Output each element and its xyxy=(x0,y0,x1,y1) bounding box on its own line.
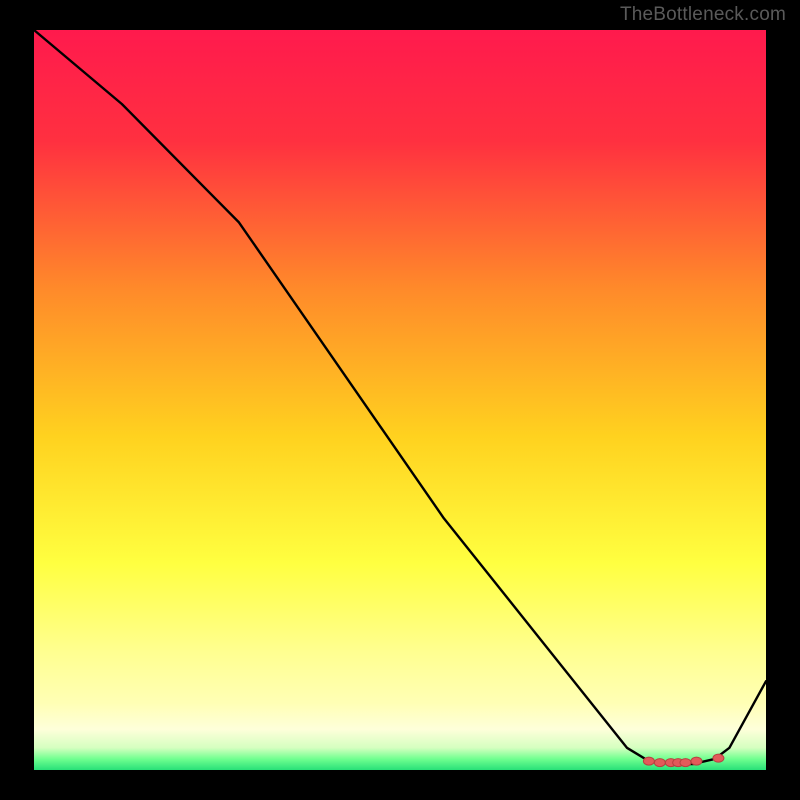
data-marker xyxy=(643,757,654,765)
plot-area xyxy=(34,30,766,770)
data-marker xyxy=(654,759,665,767)
data-marker xyxy=(691,757,702,765)
data-marker xyxy=(713,754,724,762)
watermark-text: TheBottleneck.com xyxy=(620,4,786,26)
data-marker xyxy=(680,759,691,767)
bottleneck-chart xyxy=(0,0,800,800)
